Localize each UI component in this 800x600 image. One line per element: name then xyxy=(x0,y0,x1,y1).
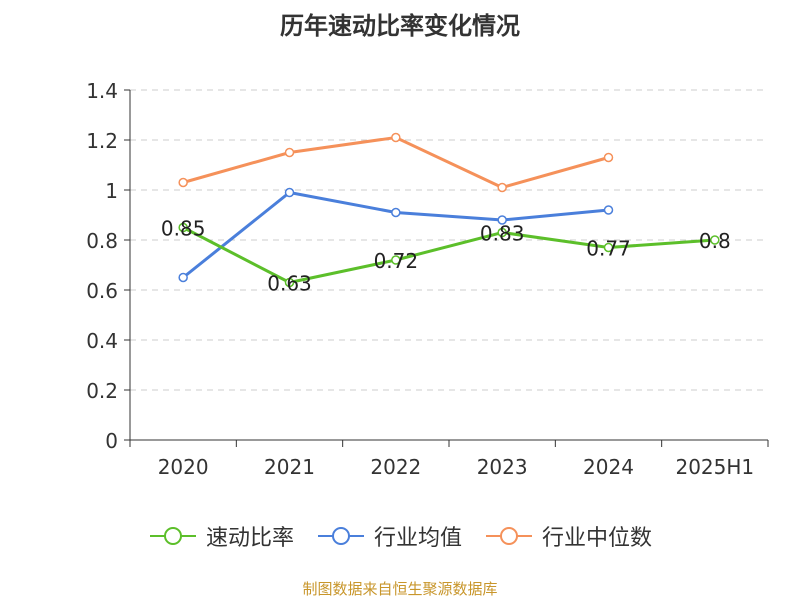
y-tick-label: 0.2 xyxy=(86,379,118,403)
data-point xyxy=(603,152,614,163)
data-point xyxy=(284,277,295,288)
y-tick-label: 0.8 xyxy=(86,229,118,253)
y-tick-label: 0.4 xyxy=(86,329,118,353)
data-point xyxy=(497,182,507,193)
legend: 速动比率 行业均值 行业中位数 xyxy=(0,520,800,552)
data-labels: 0.85 0.63 0.72 0.83 0.77 0.8 xyxy=(161,217,731,296)
data-label: 0.83 xyxy=(480,222,525,246)
x-tick-label: 2024 xyxy=(583,455,634,479)
data-point xyxy=(603,242,614,253)
data-point xyxy=(284,187,295,198)
y-tick-label: 0.6 xyxy=(86,279,118,303)
legend-item-quick-ratio[interactable]: 速动比率 xyxy=(148,520,294,552)
series-lines xyxy=(178,132,720,288)
data-point xyxy=(710,235,720,245)
data-label: 0.8 xyxy=(699,229,731,253)
chart-title: 历年速动比率变化情况 xyxy=(280,12,520,40)
legend-item-industry-median[interactable]: 行业中位数 xyxy=(484,520,652,552)
x-tick-label: 2022 xyxy=(370,455,421,479)
x-tick-label: 2021 xyxy=(264,455,315,479)
data-point xyxy=(391,132,401,143)
data-label: 0.85 xyxy=(161,217,206,241)
data-point xyxy=(284,147,295,158)
x-tick-label: 2020 xyxy=(158,455,209,479)
data-label: 0.77 xyxy=(586,237,631,261)
legend-label-quick-ratio: 速动比率 xyxy=(205,526,294,551)
series-line xyxy=(182,135,609,190)
grid-lines xyxy=(130,89,768,391)
legend-marker-quick-ratio xyxy=(149,527,196,545)
x-tick-label: 2025H1 xyxy=(675,455,754,479)
legend-marker-industry-median xyxy=(486,527,532,545)
legend-item-industry-mean[interactable]: 行业均值 xyxy=(316,520,462,552)
data-point xyxy=(391,207,401,218)
data-point xyxy=(178,177,188,188)
x-tick-label: 2023 xyxy=(477,455,528,479)
series-line xyxy=(182,226,715,285)
y-tick-label: 1.2 xyxy=(86,129,118,153)
legend-label-industry-mean: 行业均值 xyxy=(373,526,462,551)
data-point xyxy=(178,272,188,283)
data-label: 0.72 xyxy=(374,249,419,273)
data-point xyxy=(391,255,401,265)
axes: 0 0.2 0.4 0.6 0.8 1 1.2 1.4 2020 2021 2022 2023 2024… xyxy=(86,79,769,479)
data-label: 0.63 xyxy=(267,272,312,296)
legend-marker-industry-mean xyxy=(317,527,364,545)
data-point xyxy=(603,205,614,215)
data-point xyxy=(497,215,507,225)
data-point xyxy=(178,222,188,233)
y-tick-label: 0 xyxy=(105,429,118,453)
source-note: 制图数据来自恒生聚源数据库 xyxy=(302,580,498,598)
y-tick-label: 1.4 xyxy=(86,79,118,103)
data-point xyxy=(497,227,507,238)
legend-label-industry-median: 行业中位数 xyxy=(542,526,653,551)
y-tick-label: 1 xyxy=(105,179,118,203)
